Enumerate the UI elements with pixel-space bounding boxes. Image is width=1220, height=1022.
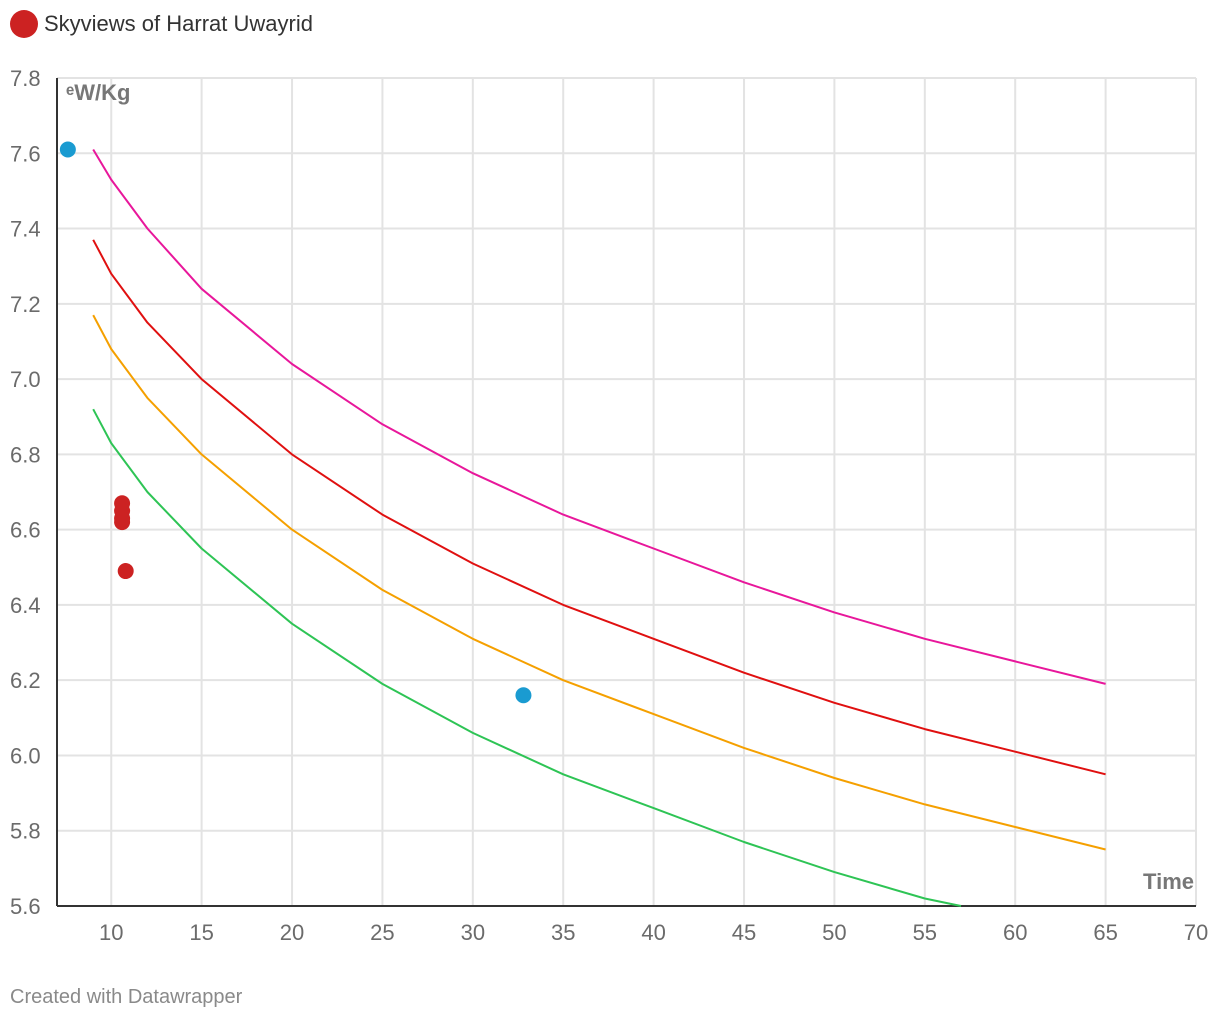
footer-credit: Created with Datawrapper	[10, 986, 243, 1008]
data-point	[59, 141, 76, 158]
data-points	[59, 141, 532, 704]
y-tick-label: 7.4	[10, 217, 41, 242]
legend: Skyviews of Harrat Uwayrid	[10, 10, 313, 38]
grid	[57, 77, 1197, 907]
x-tick-label: 25	[370, 920, 394, 945]
x-tick-label: 50	[822, 920, 846, 945]
y-tick-label: 6.0	[10, 743, 41, 768]
legend-swatch	[10, 10, 38, 38]
y-tick-label: 6.4	[10, 593, 41, 618]
data-point	[117, 563, 134, 580]
tick-labels: 5.6 5.8 6.0 6.2 6.4 6.6 6.8 7.0 7.2 7.4 7.6 7.8 10 15…	[10, 66, 1208, 945]
y-axis-title: ᵉW/Kg	[66, 80, 130, 105]
y-tick-label: 6.6	[10, 518, 41, 543]
reference-line	[92, 314, 1106, 851]
y-tick-label: 7.0	[10, 367, 41, 392]
y-tick-label: 7.8	[10, 66, 41, 91]
legend-label: Skyviews of Harrat Uwayrid	[44, 11, 313, 36]
x-tick-label: 10	[99, 920, 123, 945]
x-tick-label: 45	[732, 920, 756, 945]
x-tick-label: 30	[461, 920, 485, 945]
y-tick-label: 7.2	[10, 292, 41, 317]
x-tick-label: 20	[280, 920, 304, 945]
axes	[56, 78, 1196, 907]
x-tick-label: 15	[189, 920, 213, 945]
reference-line	[92, 408, 962, 907]
x-tick-label: 60	[1003, 920, 1027, 945]
y-tick-label: 7.6	[10, 141, 41, 166]
y-tick-label: 6.2	[10, 668, 41, 693]
x-tick-label: 70	[1184, 920, 1208, 945]
data-point	[515, 687, 532, 704]
x-tick-label: 40	[641, 920, 665, 945]
x-tick-label: 55	[913, 920, 937, 945]
x-tick-label: 35	[551, 920, 575, 945]
x-tick-label: 65	[1093, 920, 1117, 945]
y-tick-label: 5.6	[10, 894, 41, 919]
reference-lines	[92, 148, 1106, 907]
y-tick-label: 5.8	[10, 819, 41, 844]
reference-line	[92, 239, 1106, 776]
x-axis-title: Time	[1143, 869, 1194, 894]
reference-line	[92, 148, 1106, 685]
data-point	[114, 514, 131, 531]
y-tick-label: 6.8	[10, 442, 41, 467]
